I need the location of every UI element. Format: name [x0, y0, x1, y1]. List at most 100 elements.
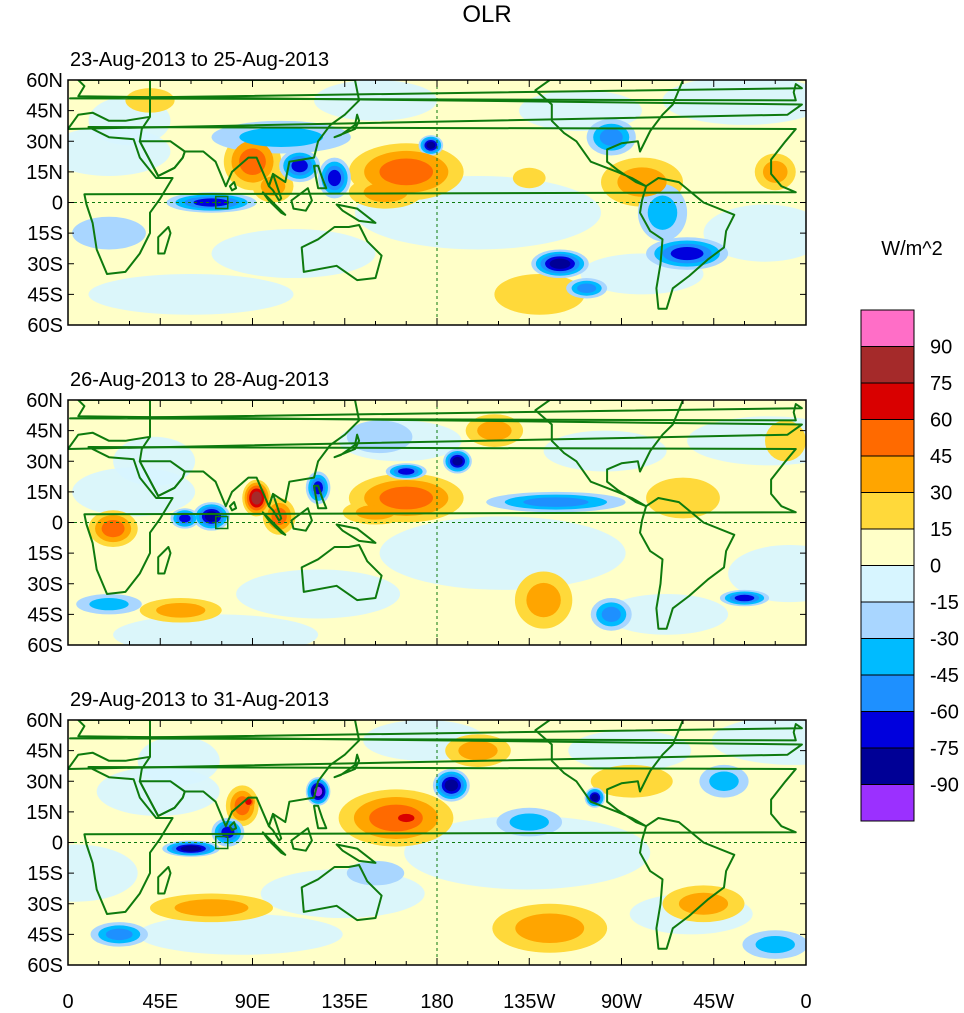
anomaly-contour	[271, 507, 287, 525]
weak-anomaly	[379, 516, 626, 590]
y-tick-label: 15S	[27, 543, 63, 565]
colorbar-swatch	[860, 455, 915, 493]
coastline-sumatra	[261, 511, 287, 536]
panel-title: 23-Aug-2013 to 25-Aug-2013	[70, 49, 329, 71]
anomaly-contour	[72, 216, 146, 250]
coastline-madagascar	[157, 226, 172, 255]
coastline-samerica	[639, 497, 736, 630]
weak-anomaly	[703, 204, 806, 262]
coastline-newguinea	[335, 843, 377, 864]
y-tick-label: 45N	[26, 741, 63, 763]
coastline-madagascar	[157, 546, 172, 575]
weak-anomaly	[728, 544, 806, 603]
x-tick-label: 0	[800, 991, 811, 1013]
colorbar-swatch	[860, 711, 915, 749]
panel-3: 29-Aug-2013 to 31-Aug-2013 60N 45N 30N 15N 0 1…	[26, 689, 807, 977]
anomaly-contour	[426, 141, 436, 150]
weak-anomaly	[662, 80, 806, 125]
anomaly-contour	[477, 420, 512, 441]
weak-anomaly	[605, 593, 729, 635]
anomaly-contour	[755, 936, 795, 954]
y-tick-label: 45S	[27, 604, 63, 626]
anomaly-contour	[398, 813, 415, 823]
coastline-africa	[83, 446, 797, 595]
anomaly-contour	[515, 913, 585, 943]
colorbar-level-label: 30	[930, 483, 952, 505]
weak-anomaly	[68, 844, 138, 902]
anomaly-contour	[179, 514, 191, 523]
anomaly-contour	[765, 420, 806, 462]
anomaly-contour	[617, 167, 667, 197]
anomaly-contour	[646, 477, 720, 519]
y-tick-label: 15S	[27, 223, 63, 245]
anomaly-contour	[670, 247, 704, 261]
anomaly-contour	[156, 602, 206, 618]
colorbar-swatch	[860, 674, 915, 712]
coastline-australia	[300, 224, 383, 282]
anomaly-contour	[512, 167, 546, 189]
coastline-namerica	[534, 80, 684, 188]
colorbar-level-label: -60	[930, 702, 959, 724]
coastlines	[68, 80, 803, 310]
coastline-philippines	[313, 164, 328, 190]
anomaly-contour	[549, 258, 571, 269]
weak-anomaly	[711, 720, 806, 765]
y-tick-label: 30S	[27, 254, 63, 276]
anomaly-contour	[239, 148, 266, 176]
coastline-seasia	[267, 492, 283, 522]
coastline-borneo	[290, 827, 313, 852]
weak-anomaly	[211, 229, 376, 279]
anomaly-contour	[526, 582, 561, 618]
coastline-sumatra	[261, 831, 287, 856]
anomaly-contour	[734, 594, 755, 602]
weak-anomaly	[113, 614, 319, 645]
coastline-seasia	[267, 812, 283, 842]
coastline-japan	[333, 113, 361, 139]
y-tick-label: 15N	[26, 482, 63, 504]
region-box	[215, 835, 229, 850]
weak-anomaly	[72, 467, 196, 517]
y-tick-label: 30S	[27, 894, 63, 916]
coastline-greatbritain	[69, 723, 803, 742]
x-tick-label: 45E	[142, 991, 178, 1013]
colorbar-swatch	[860, 747, 915, 785]
anomaly-contour	[327, 169, 342, 187]
anomaly-contour	[762, 160, 788, 183]
colorbar-swatch	[860, 784, 915, 822]
colorbar-level-label: -75	[930, 738, 959, 760]
y-tick-label: 60S	[27, 635, 63, 657]
coastline-newguinea	[335, 203, 377, 224]
anomaly-contour	[379, 158, 434, 186]
coastline-borneo	[290, 187, 313, 212]
coastlines	[68, 720, 803, 950]
anomaly-contour	[444, 779, 458, 792]
y-tick-label: 60S	[27, 315, 63, 337]
anomaly-contour	[452, 456, 463, 466]
coastline-australia	[300, 864, 383, 922]
anomaly-contour	[398, 468, 415, 475]
colorbar-swatch	[860, 419, 915, 457]
colorbar-level-label: 0	[930, 556, 941, 578]
y-tick-label: 45N	[26, 101, 63, 123]
y-tick-label: 45S	[27, 284, 63, 306]
x-axis-labels: 0 45E 90E 135E 180 135W 90W 45W 0	[62, 991, 811, 1013]
anomaly-contour	[89, 598, 129, 611]
colorbar-swatch	[860, 528, 915, 566]
y-tick-label: 60S	[27, 955, 63, 977]
colorbar-swatch	[860, 309, 915, 347]
coastline-srilanka	[228, 501, 238, 512]
panel-2: 26-Aug-2013 to 28-Aug-2013 60N 45N 30N 15N 0 1…	[26, 369, 807, 657]
colorbar-level-label: 45	[930, 446, 952, 468]
y-tick-label: 15N	[26, 162, 63, 184]
anomaly-contour	[101, 520, 125, 538]
coastline-srilanka	[228, 821, 238, 832]
figure-title: OLR	[462, 1, 511, 28]
coastline-madagascar	[157, 866, 172, 895]
anomaly-contour	[174, 899, 249, 917]
colorbar-swatch	[860, 346, 915, 384]
x-tick-label: 90E	[235, 991, 271, 1013]
anomaly-contour	[494, 273, 585, 315]
weak-anomaly	[404, 815, 651, 890]
y-tick-label: 45N	[26, 421, 63, 443]
